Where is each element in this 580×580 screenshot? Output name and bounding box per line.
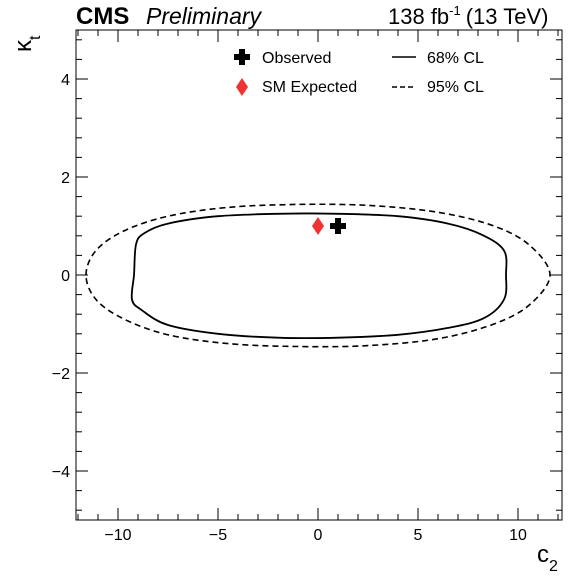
- y-tick-label: −2: [52, 366, 70, 383]
- y-tick-label: 0: [61, 268, 70, 285]
- experiment-label: CMS: [76, 3, 129, 30]
- y-tick-label: 4: [61, 72, 70, 89]
- contour-68cl: [130, 212, 508, 340]
- lumi-value: 138 fb: [388, 4, 449, 29]
- x-axis-title-sub: 2: [549, 558, 558, 575]
- x-axis-ticks: −10 −5 0 5 10: [77, 30, 559, 544]
- legend-sm-label: SM Expected: [262, 79, 357, 96]
- legend-68cl-label: 68% CL: [427, 50, 484, 67]
- legend-observed-marker: [234, 49, 250, 65]
- y-axis-title-sub: t: [27, 35, 44, 40]
- x-tick-label: 10: [509, 527, 527, 544]
- y-axis-ticks: −4 −2 0 2 4: [52, 39, 562, 511]
- plot-frame: [75, 29, 563, 521]
- status-label: Preliminary: [146, 3, 263, 29]
- lumi-exponent: -1: [449, 3, 461, 18]
- x-tick-label: −10: [104, 527, 131, 544]
- sm-expected-point: [312, 217, 324, 235]
- y-axis-title-main: κ: [10, 39, 37, 52]
- marker-layer: [312, 217, 346, 235]
- legend-observed-label: Observed: [262, 50, 331, 67]
- y-axis-title: κt: [10, 35, 44, 52]
- lumi-energy: (13 TeV): [466, 4, 549, 29]
- lumi-label: 138 fb-1 (13 TeV): [388, 3, 548, 29]
- x-tick-label: −5: [209, 527, 227, 544]
- x-tick-label: 5: [414, 527, 423, 544]
- y-tick-label: −4: [52, 464, 70, 481]
- legend-sm-marker: [236, 78, 248, 96]
- legend: Observed SM Expected 68% CL 95% CL: [234, 49, 484, 96]
- y-tick-label: 2: [61, 170, 70, 187]
- observed-point-v: [335, 218, 341, 234]
- contour-95cl: [85, 203, 551, 348]
- observed-point: [330, 218, 346, 234]
- x-axis-title-main: c: [537, 541, 549, 568]
- x-tick-label: 0: [314, 527, 323, 544]
- contour-layer: [85, 203, 551, 348]
- legend-95cl-label: 95% CL: [427, 79, 484, 96]
- x-axis-title: c2: [537, 541, 558, 575]
